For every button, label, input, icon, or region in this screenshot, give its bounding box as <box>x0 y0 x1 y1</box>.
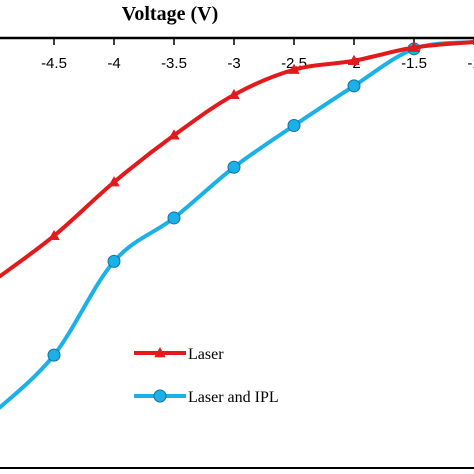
x-tick-label: -3 <box>227 55 240 72</box>
legend-marker-laser <box>154 347 166 358</box>
x-tick-label: -1 <box>467 55 474 72</box>
data-point-laser <box>288 63 300 74</box>
data-point-laser <box>348 54 360 65</box>
data-point-laser-and-ipl <box>347 79 361 93</box>
data-point-laser <box>168 129 180 140</box>
data-point-laser-and-ipl <box>227 160 241 174</box>
data-point-laser <box>48 229 60 241</box>
data-point-laser <box>408 41 420 52</box>
x-axis-title: Voltage (V) <box>122 3 218 25</box>
legend-marker-laser-and-ipl <box>153 389 167 403</box>
series-line-laser-and-ipl <box>0 40 474 410</box>
x-tick-label: -1.5 <box>401 55 427 72</box>
x-tick-label: -4.5 <box>41 55 67 72</box>
legend-label-laser: Laser <box>188 346 224 363</box>
series-layer <box>0 40 474 410</box>
data-point-laser <box>228 88 240 100</box>
x-tick-label: -4 <box>107 55 120 72</box>
data-point-laser-and-ipl <box>47 348 61 362</box>
legend: Laser Laser and IPL <box>134 346 279 406</box>
data-point-laser-and-ipl <box>167 211 181 225</box>
data-point-laser <box>108 176 120 187</box>
legend-label-laser-and-ipl: Laser and IPL <box>188 389 279 406</box>
data-point-laser-and-ipl <box>287 118 301 132</box>
data-point-laser-and-ipl <box>107 254 121 268</box>
x-tick-label: -3.5 <box>161 55 187 72</box>
